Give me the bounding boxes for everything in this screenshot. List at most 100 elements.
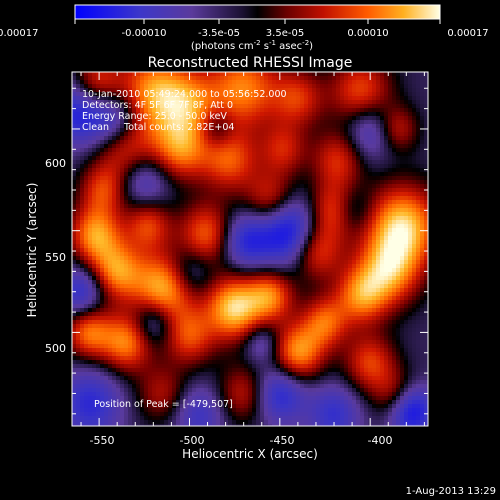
heatmap-cell — [388, 288, 393, 293]
heatmap-cell — [128, 180, 133, 185]
heatmap-cell — [336, 276, 341, 281]
heatmap-cell — [212, 192, 217, 197]
heatmap-cell — [208, 216, 213, 221]
heatmap-cell — [420, 240, 425, 245]
heatmap-cell — [392, 140, 397, 145]
heatmap-cell — [412, 264, 417, 269]
heatmap-cell — [212, 100, 217, 105]
heatmap-cell — [256, 200, 261, 205]
heatmap-cell — [376, 132, 381, 137]
heatmap-cell — [308, 236, 313, 241]
heatmap-cell — [288, 268, 293, 273]
heatmap-cell — [164, 196, 169, 201]
heatmap-cell — [376, 108, 381, 113]
heatmap-cell — [264, 140, 269, 145]
heatmap-cell — [100, 84, 105, 89]
heatmap-cell — [388, 160, 393, 165]
heatmap-cell — [100, 72, 105, 77]
heatmap-cell — [328, 80, 333, 85]
heatmap-cell — [256, 292, 261, 297]
heatmap-cell — [240, 260, 245, 265]
heatmap-cell — [140, 112, 145, 117]
heatmap-cell — [200, 72, 205, 77]
heatmap-cell — [96, 116, 101, 121]
heatmap-cell — [72, 176, 77, 181]
heatmap-cell — [192, 100, 197, 105]
heatmap-cell — [420, 280, 425, 285]
heatmap-cell — [132, 292, 137, 297]
heatmap-cell — [312, 212, 317, 217]
heatmap-cell — [136, 260, 141, 265]
heatmap-cell — [132, 212, 137, 217]
heatmap-cell — [276, 252, 281, 257]
heatmap-cell — [176, 240, 181, 245]
heatmap-cell — [416, 124, 421, 129]
heatmap-cell — [248, 280, 253, 285]
heatmap-cell — [244, 244, 249, 249]
heatmap-cell — [400, 164, 405, 169]
heatmap-cell — [272, 208, 277, 213]
heatmap-cell — [136, 200, 141, 205]
heatmap-cell — [268, 164, 273, 169]
heatmap-cell — [324, 172, 329, 177]
heatmap-cell — [104, 292, 109, 297]
heatmap-cell — [116, 200, 121, 205]
heatmap-cell — [380, 240, 385, 245]
heatmap-cell — [404, 220, 409, 225]
heatmap-cell — [132, 72, 137, 77]
heatmap-cell — [116, 188, 121, 193]
heatmap-cell — [248, 204, 253, 209]
heatmap-cell — [176, 92, 181, 97]
heatmap-cell — [72, 84, 77, 89]
heatmap-cell — [332, 148, 337, 153]
heatmap-cell — [328, 96, 333, 101]
heatmap-cell — [392, 188, 397, 193]
heatmap-cell — [360, 204, 365, 209]
heatmap-cell — [248, 256, 253, 261]
heatmap-cell — [208, 232, 213, 237]
heatmap-cell — [328, 264, 333, 269]
heatmap-cell — [104, 184, 109, 189]
heatmap-cell — [244, 272, 249, 277]
heatmap-cell — [364, 264, 369, 269]
heatmap-cell — [72, 276, 77, 281]
heatmap-cell — [332, 200, 337, 205]
heatmap-cell — [220, 200, 225, 205]
heatmap-cell — [308, 284, 313, 289]
heatmap-cell — [216, 124, 221, 129]
heatmap-cell — [192, 284, 197, 289]
heatmap-cell — [396, 280, 401, 285]
heatmap-cell — [128, 120, 133, 125]
heatmap-cell — [96, 212, 101, 217]
heatmap-cell — [412, 104, 417, 109]
heatmap-cell — [264, 112, 269, 117]
heatmap-cell — [100, 144, 105, 149]
heatmap-cell — [320, 260, 325, 265]
heatmap-cell — [424, 112, 428, 117]
heatmap-cell — [356, 280, 361, 285]
heatmap-cell — [228, 208, 233, 213]
heatmap-cell — [288, 240, 293, 245]
heatmap-cell — [332, 280, 337, 285]
heatmap-cell — [308, 156, 313, 161]
heatmap-cell — [304, 276, 309, 281]
heatmap-cell — [380, 180, 385, 185]
heatmap-cell — [168, 92, 173, 97]
heatmap-cell — [116, 104, 121, 109]
heatmap-cell — [364, 292, 369, 297]
heatmap-cell — [112, 292, 117, 297]
heatmap-cell — [372, 72, 377, 77]
heatmap-cell — [236, 180, 241, 185]
heatmap-cell — [192, 260, 197, 265]
heatmap-cell — [272, 160, 277, 165]
heatmap-cell — [392, 144, 397, 149]
heatmap-cell — [212, 212, 217, 217]
heatmap-cell — [216, 292, 221, 297]
heatmap-cell — [392, 184, 397, 189]
heatmap-cell — [200, 84, 205, 89]
heatmap-cell — [136, 116, 141, 121]
heatmap-cell — [224, 276, 229, 281]
heatmap-cell — [112, 172, 117, 177]
heatmap-cell — [324, 248, 329, 253]
heatmap-cell — [100, 156, 105, 161]
